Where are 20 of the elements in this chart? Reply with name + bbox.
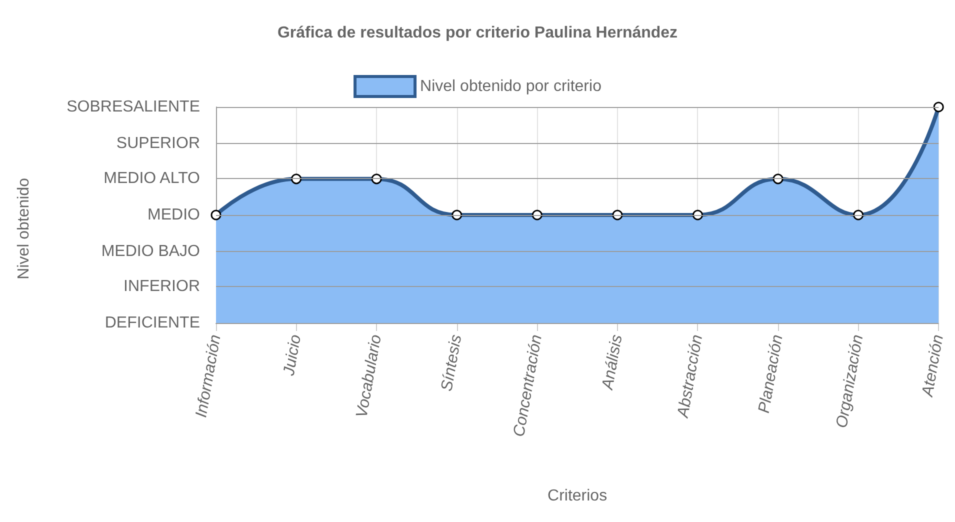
ref-line-label: MEDIO: [148, 206, 200, 224]
chart-title: Gráfica de resultados por criterio Paulina Hernández: [277, 24, 678, 42]
text: Nivel obtenido: [16, 178, 32, 280]
ref-line-label: MEDIO ALTO: [104, 170, 200, 187]
x-tick-label: Organización: [834, 333, 867, 430]
x-tick-label: Información: [193, 333, 224, 419]
legend-label: Nivel obtenido por criterio: [420, 78, 602, 95]
x-tick-label: Abstracción: [674, 333, 706, 420]
ref-line-label: MEDIO BAJO: [101, 243, 200, 260]
ref-line-label: SUPERIOR: [116, 135, 200, 152]
x-tick-label: Juicio: [280, 333, 305, 378]
x-axis-title: Criterios: [548, 488, 608, 504]
x-tick-label: Análisis: [599, 334, 626, 392]
x-tick-label: Planeación: [756, 333, 786, 414]
x-tick-label: Síntesis: [438, 334, 466, 393]
x-tick-label: Vocabulario: [354, 333, 385, 420]
ref-line-label: INFERIOR: [124, 278, 200, 295]
ref-line-label: SOBRESALIENTE: [66, 98, 200, 116]
ref-line-label: DEFICIENTE: [104, 314, 200, 332]
x-tick-label: Atención: [919, 333, 947, 399]
